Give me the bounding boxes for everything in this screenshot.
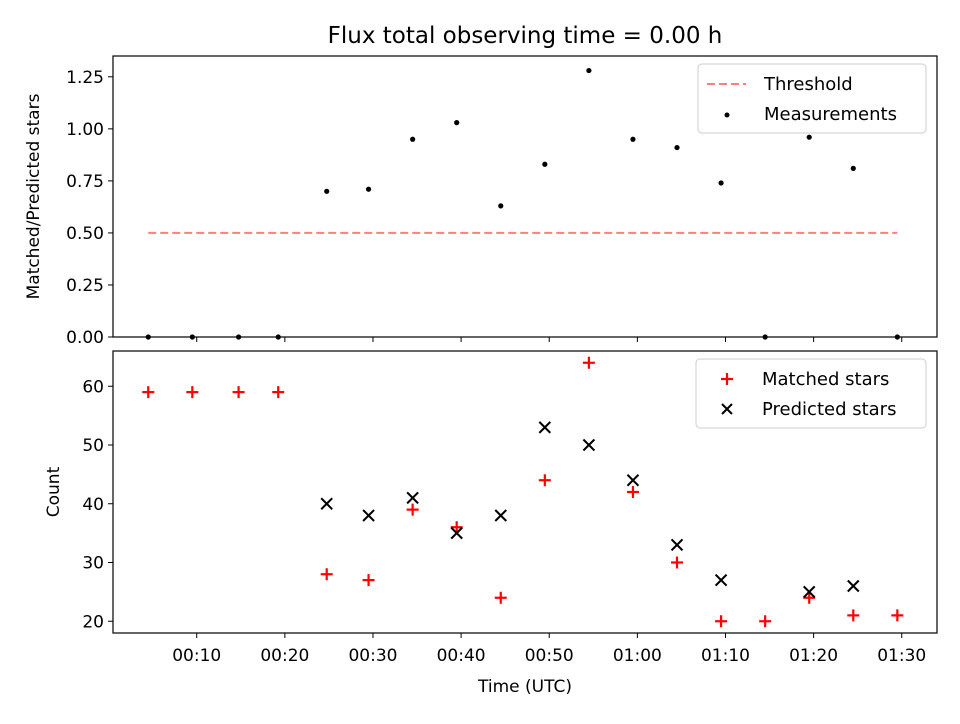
measurement-point — [806, 134, 812, 140]
measurement-point — [586, 67, 592, 74]
matched-star-point — [450, 521, 463, 534]
measurement-point — [630, 136, 636, 142]
bottom-x-tick-label: 01:10 — [701, 646, 750, 666]
matched-star-point — [803, 591, 816, 604]
bottom-x-tick-label: 01:30 — [877, 646, 926, 666]
predicted-star-point — [714, 573, 728, 587]
measurement-point — [324, 188, 330, 194]
matched-star-point — [232, 386, 245, 399]
top-y-tick-label: 0.75 — [66, 172, 104, 192]
bottom-x-tick-label: 00:50 — [525, 646, 574, 666]
measurement-point — [718, 180, 724, 186]
bottom-y-tick-label: 20 — [82, 612, 104, 632]
predicted-star-point — [494, 509, 507, 522]
predicted-star-point — [847, 579, 860, 593]
bottom-ylabel: Count — [44, 466, 64, 517]
measurement-point — [498, 203, 504, 209]
top-y-tick-label: 1.00 — [66, 120, 104, 140]
matched-star-point — [186, 386, 199, 399]
legend-matched-swatch — [721, 373, 733, 385]
bottom-y-tick-label: 40 — [82, 495, 104, 515]
matched-star-point — [362, 574, 375, 587]
measurement-point — [850, 165, 856, 171]
top-y-tick-label: 0.00 — [66, 328, 104, 348]
top-y-tick-label: 1.25 — [66, 68, 104, 88]
measurement-point — [674, 144, 680, 151]
top-axes-frame — [112, 55, 938, 338]
top-y-tick-label: 0.25 — [66, 276, 104, 296]
matched-star-point — [759, 615, 772, 628]
predicted-star-point — [538, 421, 552, 434]
matched-star-point — [142, 386, 155, 399]
matched-star-point — [406, 503, 419, 516]
matched-star-point — [272, 386, 285, 399]
measurement-point — [542, 161, 548, 167]
predicted-star-point — [362, 509, 375, 522]
bottom-y-tick-label: 60 — [82, 377, 104, 397]
matched-star-point — [715, 615, 728, 628]
bottom-xlabel: Time (UTC) — [477, 677, 572, 697]
top-plot-area: 0.00 0.25 0.50 0.75 1.00 1.25 — [66, 67, 903, 348]
predicted-star-point — [406, 491, 419, 505]
measurement-point — [365, 186, 372, 192]
matched-star-point — [582, 356, 595, 369]
bottom-x-tick-label: 00:10 — [172, 646, 221, 666]
legend-predicted-label: Predicted stars — [762, 399, 896, 420]
matched-star-point — [891, 609, 904, 622]
top-legend: Threshold Measurements — [697, 63, 927, 134]
legend-matched-label: Matched stars — [762, 369, 889, 390]
predicted-star-point — [320, 497, 333, 510]
bottom-y-tick-label: 30 — [82, 554, 104, 574]
bottom-x-tick-label: 00:20 — [260, 646, 309, 666]
matched-star-point — [671, 556, 684, 569]
measurement-point — [410, 136, 416, 142]
matched-star-point — [626, 486, 639, 498]
matched-star-point — [847, 609, 860, 622]
top-y-tick-label: 0.50 — [66, 224, 104, 244]
matched-star-point — [538, 474, 551, 487]
bottom-axes-frame — [112, 350, 938, 634]
bottom-legend-box — [695, 358, 927, 429]
bottom-legend: Matched stars Predicted stars — [695, 358, 927, 429]
predicted-star-point — [450, 526, 463, 540]
top-chart-title: Flux total observing time = 0.00 h — [328, 23, 723, 49]
bottom-x-tick-label: 01:00 — [613, 646, 662, 666]
top-ylabel: Matched/Predicted stars — [24, 93, 44, 299]
bottom-y-tick-label: 50 — [82, 436, 104, 456]
bottom-x-tick-label: 00:30 — [348, 646, 397, 666]
legend-predicted-swatch — [721, 403, 733, 415]
predicted-star-point — [803, 585, 816, 599]
bottom-x-tick-label: 01:20 — [789, 646, 838, 666]
predicted-star-point — [582, 438, 596, 452]
matched-star-point — [494, 591, 507, 604]
legend-threshold-label: Threshold — [763, 74, 853, 95]
bottom-x-tick-label: 00:40 — [437, 646, 486, 666]
measurement-point — [454, 120, 460, 126]
matched-star-point — [320, 568, 333, 581]
predicted-star-point — [670, 538, 684, 552]
legend-measurements-swatch — [724, 112, 730, 118]
predicted-star-point — [626, 474, 640, 487]
legend-measurements-label: Measurements — [764, 104, 897, 125]
bottom-plot-area: 20 30 40 50 60 00:10 00:20 00:30 00:40 00:50 01:00… — [82, 356, 926, 666]
top-legend-box — [697, 63, 927, 134]
